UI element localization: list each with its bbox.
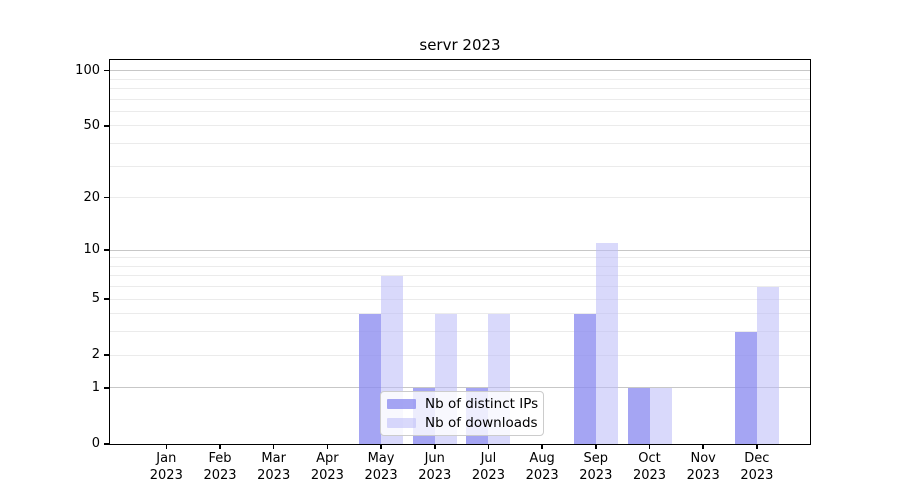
minor-gridline: [110, 265, 810, 267]
bar-downloads: [595, 243, 618, 444]
major-gridline: [110, 249, 810, 251]
x-tick-mark: [541, 444, 543, 449]
legend-swatch: [387, 399, 416, 409]
minor-gridline: [110, 165, 810, 167]
x-tick-mark: [595, 444, 597, 449]
bar-distinct-ips: [359, 313, 382, 444]
x-tick-label: Oct 2023: [632, 451, 667, 483]
y-tick-mark: [103, 196, 109, 199]
minor-gridline: [110, 298, 810, 300]
y-tick-mark: [103, 69, 109, 72]
y-tick-mark: [103, 387, 109, 389]
minor-gridline: [110, 257, 810, 259]
bar-downloads: [756, 286, 779, 444]
minor-gridline: [110, 98, 810, 100]
minor-gridline: [110, 110, 810, 112]
y-tick-label: 1: [91, 379, 100, 395]
legend-row: Nb of downloads: [387, 415, 543, 431]
x-tick-mark: [648, 444, 651, 449]
x-tick-mark: [219, 444, 221, 449]
x-tick-mark: [487, 444, 490, 449]
minor-gridline: [110, 286, 810, 288]
minor-gridline: [110, 275, 810, 277]
legend-label: Nb of distinct IPs: [425, 396, 539, 412]
x-tick-label: Nov 2023: [686, 451, 720, 483]
x-tick-mark: [434, 444, 436, 449]
x-tick-label: Jan 2023: [149, 451, 183, 483]
y-tick-label: 0: [91, 436, 100, 451]
x-tick-mark: [380, 444, 382, 449]
x-tick-mark: [165, 444, 168, 449]
bar-distinct-ips: [573, 313, 596, 444]
y-tick-mark: [103, 443, 109, 445]
y-tick-label: 100: [75, 62, 100, 78]
y-tick-mark: [103, 249, 109, 251]
minor-gridline: [110, 354, 810, 356]
x-tick-label: May 2023: [364, 451, 398, 483]
minor-gridline: [110, 78, 810, 80]
y-tick-label: 10: [83, 242, 100, 258]
x-tick-label: Sep 2023: [579, 451, 613, 483]
minor-gridline: [110, 197, 810, 199]
legend-row: Nb of distinct IPs: [387, 396, 543, 412]
y-tick-mark: [103, 298, 109, 300]
major-gridline: [110, 70, 810, 72]
x-tick-mark: [272, 444, 275, 449]
x-tick-mark: [326, 444, 329, 449]
x-tick-label: Feb 2023: [203, 451, 237, 483]
chart-title: servr 2023: [419, 36, 501, 54]
x-tick-label: Apr 2023: [310, 451, 344, 483]
y-tick-mark: [103, 125, 109, 127]
y-tick-label: 5: [91, 291, 100, 307]
y-tick-label: 20: [83, 189, 100, 205]
bar-distinct-ips: [627, 387, 650, 444]
x-tick-label: Jul 2023: [471, 451, 505, 483]
legend-label: Nb of downloads: [425, 415, 538, 431]
legend: Nb of distinct IPs Nb of downloads: [380, 391, 544, 436]
legend-swatch: [387, 418, 416, 428]
minor-gridline: [110, 88, 810, 90]
x-tick-mark: [756, 444, 758, 449]
minor-gridline: [110, 313, 810, 315]
x-tick-mark: [702, 444, 704, 449]
x-tick-label: Mar 2023: [257, 451, 291, 483]
x-tick-label: Aug 2023: [525, 451, 559, 483]
minor-gridline: [110, 125, 810, 127]
minor-gridline: [110, 143, 810, 145]
minor-gridline: [110, 331, 810, 333]
plot-area: [110, 60, 810, 444]
y-tick-label: 2: [91, 347, 100, 363]
y-tick-mark: [103, 354, 109, 356]
x-tick-label: Dec 2023: [740, 451, 774, 483]
major-gridline: [110, 387, 810, 389]
x-tick-label: Jun 2023: [418, 451, 452, 483]
y-tick-label: 50: [83, 117, 100, 133]
bar-downloads: [649, 387, 672, 444]
bar-distinct-ips: [734, 331, 757, 444]
